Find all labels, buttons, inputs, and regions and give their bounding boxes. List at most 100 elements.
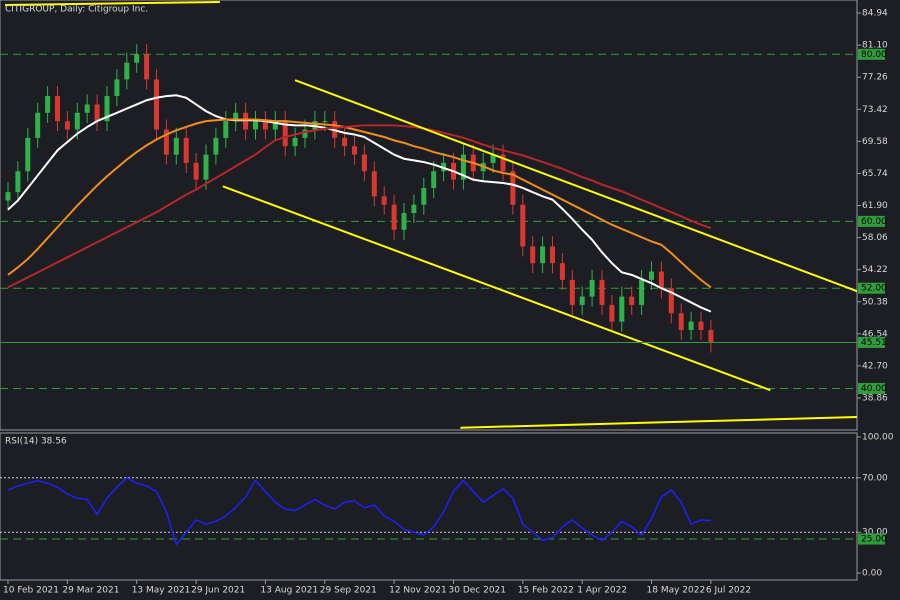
level-box bbox=[858, 382, 885, 394]
x-tick-label: 29 Mar 2021 bbox=[62, 586, 119, 596]
moving-average bbox=[7, 118, 712, 289]
y-tick-label: 61.90 bbox=[862, 201, 888, 211]
moving-average bbox=[7, 124, 712, 289]
level-tag: 25.00 bbox=[858, 533, 887, 545]
candle-body bbox=[233, 112, 239, 122]
y-tick-label: 81.10 bbox=[862, 41, 888, 51]
trendline bbox=[5, 1, 220, 7]
level-box bbox=[858, 48, 885, 60]
rsi-title: RSI(14) 38.56 bbox=[5, 437, 67, 447]
level-label: 80.00 bbox=[861, 50, 887, 60]
level-label: 40.00 bbox=[861, 384, 887, 394]
y-tick-label: 65.74 bbox=[862, 169, 888, 179]
y-tick-label: 50.38 bbox=[862, 297, 888, 307]
candle-body bbox=[64, 121, 70, 130]
candle-body bbox=[352, 146, 357, 155]
level-label: 60.00 bbox=[861, 217, 887, 227]
candle-body bbox=[401, 213, 407, 230]
candle-body bbox=[708, 329, 714, 343]
candle-body bbox=[649, 271, 654, 280]
candle-body bbox=[253, 121, 258, 130]
candle-body bbox=[411, 204, 417, 214]
candle-body bbox=[371, 171, 377, 197]
candle-body bbox=[342, 137, 348, 147]
candle-body bbox=[589, 279, 595, 297]
candle-body bbox=[629, 296, 635, 305]
chart-title: CITIGROUP, Daily: Citigroup Inc. bbox=[5, 5, 148, 15]
candle-body bbox=[559, 263, 565, 280]
rsi-line bbox=[7, 476, 711, 547]
x-tick-label: 13 May 2021 bbox=[132, 586, 191, 596]
rsi-frame bbox=[0, 432, 858, 581]
candle-body bbox=[55, 96, 60, 122]
candle-body bbox=[144, 54, 150, 80]
candle-body bbox=[134, 54, 140, 63]
candle-body bbox=[460, 154, 466, 180]
axes: 84.94 81.10 77.26 73.42 69.58 65.74 61.90 58.06… bbox=[3, 9, 894, 596]
candle-body bbox=[510, 171, 516, 205]
trendline bbox=[222, 185, 771, 392]
candle-body bbox=[183, 137, 189, 163]
candle-body bbox=[540, 246, 546, 264]
candle-body bbox=[94, 104, 100, 122]
x-tick-label: 12 Nov 2021 bbox=[389, 586, 447, 596]
trendline bbox=[460, 416, 857, 429]
y-tick-label: 58.06 bbox=[862, 233, 888, 243]
x-tick-label: 10 Feb 2021 bbox=[3, 586, 59, 596]
candle-body bbox=[262, 121, 268, 130]
y-tick-label: 84.94 bbox=[862, 9, 888, 19]
y-tick-label: 100.00 bbox=[862, 432, 894, 442]
candle-body bbox=[421, 187, 427, 205]
level-tag: 40.00 bbox=[858, 382, 887, 394]
candle-body bbox=[688, 321, 694, 330]
candle-body bbox=[550, 246, 555, 264]
candle-body bbox=[569, 279, 575, 305]
y-tick-label: 73.42 bbox=[862, 105, 888, 115]
y-tick-label: 46.54 bbox=[862, 329, 888, 339]
y-tick-label: 70.00 bbox=[862, 473, 888, 483]
y-tick-label: 54.22 bbox=[862, 265, 888, 275]
y-tick-label: 77.26 bbox=[862, 73, 888, 83]
candle-body bbox=[530, 246, 536, 264]
x-tick-label: 6 Jul 2022 bbox=[706, 586, 751, 596]
candle-body bbox=[361, 154, 367, 172]
price-tag: 45.51 bbox=[858, 336, 887, 348]
moving-average bbox=[7, 94, 712, 313]
candle-body bbox=[154, 79, 159, 130]
main-plot bbox=[0, 1, 857, 429]
candle-body bbox=[114, 79, 120, 97]
candle-body bbox=[302, 129, 308, 138]
y-tick-label: 38.86 bbox=[862, 394, 888, 404]
candle-body bbox=[15, 171, 21, 193]
candle-body bbox=[698, 321, 704, 330]
x-tick-label: 30 Dec 2021 bbox=[449, 586, 507, 596]
level-box bbox=[858, 215, 885, 227]
candle-body bbox=[163, 129, 169, 155]
candle-body bbox=[173, 137, 179, 155]
candle-body bbox=[381, 196, 387, 205]
candle-body bbox=[5, 192, 11, 201]
y-tick-label: 30.00 bbox=[862, 528, 888, 538]
candle-body bbox=[193, 162, 199, 180]
candle-body bbox=[203, 154, 209, 180]
x-tick-label: 29 Jun 2021 bbox=[191, 586, 245, 596]
y-tick-label: 69.58 bbox=[862, 137, 888, 147]
candle-body bbox=[45, 96, 51, 113]
candle-body bbox=[282, 121, 288, 147]
y-tick-label: 42.70 bbox=[862, 361, 888, 371]
candle-body bbox=[292, 137, 298, 147]
candle-body bbox=[639, 279, 645, 305]
candle-body bbox=[658, 271, 664, 289]
candle-body bbox=[490, 154, 496, 163]
level-box bbox=[858, 533, 885, 545]
candle-body bbox=[579, 296, 585, 305]
candle-body bbox=[84, 104, 90, 113]
x-tick-label: 1 Apr 2022 bbox=[577, 586, 627, 596]
candle-body bbox=[609, 304, 615, 322]
main-frame bbox=[0, 0, 858, 431]
candle-body bbox=[35, 112, 41, 138]
candle-body bbox=[104, 96, 110, 122]
candle-body bbox=[431, 171, 437, 188]
level-tag: 80.00 bbox=[858, 48, 887, 60]
